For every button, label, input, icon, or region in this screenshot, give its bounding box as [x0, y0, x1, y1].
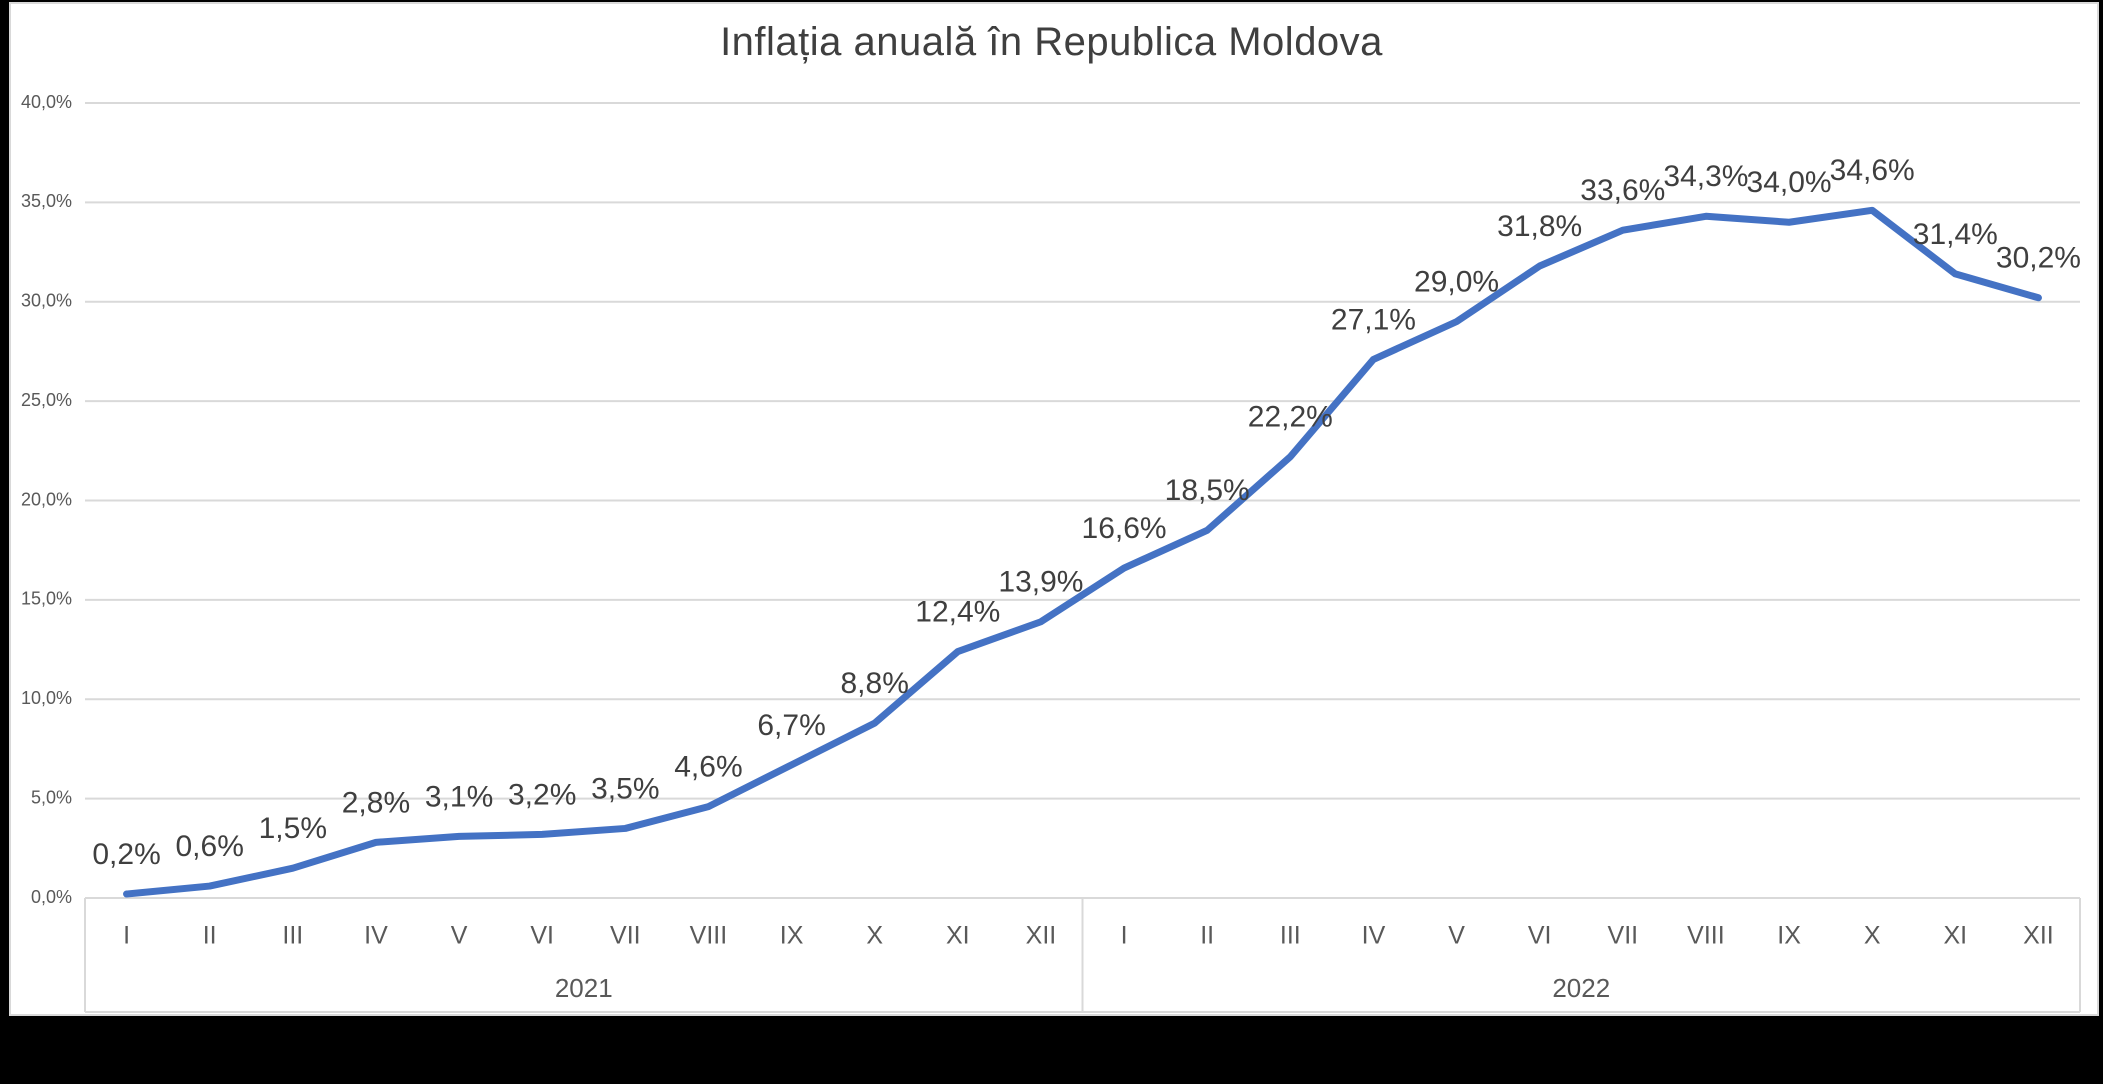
month-label: VII	[610, 922, 641, 950]
month-label: V	[451, 922, 468, 950]
data-label: 18,5%	[1165, 474, 1250, 507]
data-label: 22,2%	[1248, 401, 1333, 434]
month-label: II	[203, 922, 217, 950]
data-label: 8,8%	[840, 667, 908, 700]
month-label: X	[1864, 922, 1881, 950]
month-label: IX	[1777, 922, 1801, 950]
month-label: IV	[364, 922, 388, 950]
y-axis-tick-label: 0,0%	[31, 887, 72, 907]
data-label: 3,1%	[425, 780, 493, 813]
data-label: 16,6%	[1082, 512, 1167, 545]
data-label: 34,3%	[1663, 160, 1748, 193]
inflation-series-line	[123, 206, 2042, 898]
year-label: 2022	[1552, 973, 1610, 1003]
month-label: IX	[780, 922, 804, 950]
data-label: 30,2%	[1996, 242, 2081, 275]
month-label: IV	[1362, 922, 1386, 950]
y-axis-tick-label: 15,0%	[21, 589, 72, 609]
data-label: 33,6%	[1580, 174, 1665, 207]
month-label: I	[1121, 922, 1128, 950]
year-label: 2021	[555, 973, 613, 1003]
month-label: XII	[2023, 922, 2054, 950]
data-label: 27,1%	[1331, 303, 1416, 336]
data-label: 13,9%	[998, 566, 1083, 599]
data-label: 31,8%	[1497, 210, 1582, 243]
data-label: 0,2%	[92, 838, 160, 871]
y-axis-tick-label: 25,0%	[21, 390, 72, 410]
data-label: 1,5%	[259, 812, 327, 845]
month-label: XI	[1944, 922, 1968, 950]
month-label: VIII	[690, 922, 728, 950]
month-label: III	[1280, 922, 1301, 950]
month-label: VI	[530, 922, 554, 950]
data-label: 3,2%	[508, 778, 576, 811]
y-axis-tick-label: 35,0%	[21, 191, 72, 211]
month-label: VII	[1608, 922, 1639, 950]
month-label: II	[1200, 922, 1214, 950]
month-label: I	[123, 922, 130, 950]
month-label: VIII	[1687, 922, 1725, 950]
data-label: 2,8%	[342, 786, 410, 819]
y-axis-tick-label: 20,0%	[21, 489, 72, 509]
data-label: 34,6%	[1830, 154, 1915, 187]
chart-title: Inflația anuală în Republica Moldova	[720, 20, 1383, 64]
data-label: 6,7%	[757, 709, 825, 742]
month-label: XI	[946, 922, 970, 950]
y-axis-tick-label: 30,0%	[21, 291, 72, 311]
data-label: 4,6%	[674, 750, 742, 783]
month-label: V	[1448, 922, 1465, 950]
y-axis-tick-label: 10,0%	[21, 688, 72, 708]
data-label: 29,0%	[1414, 266, 1499, 299]
month-label: XII	[1026, 922, 1057, 950]
y-axis-tick-label: 5,0%	[31, 787, 72, 807]
data-label: 0,6%	[175, 830, 243, 863]
month-label: X	[866, 922, 883, 950]
month-label: VI	[1528, 922, 1552, 950]
data-label: 31,4%	[1913, 218, 1998, 251]
y-axis-tick-label: 40,0%	[21, 92, 72, 112]
data-label: 3,5%	[591, 772, 659, 805]
data-label: 12,4%	[915, 595, 1000, 628]
month-label: III	[282, 922, 303, 950]
data-label: 34,0%	[1747, 166, 1832, 199]
